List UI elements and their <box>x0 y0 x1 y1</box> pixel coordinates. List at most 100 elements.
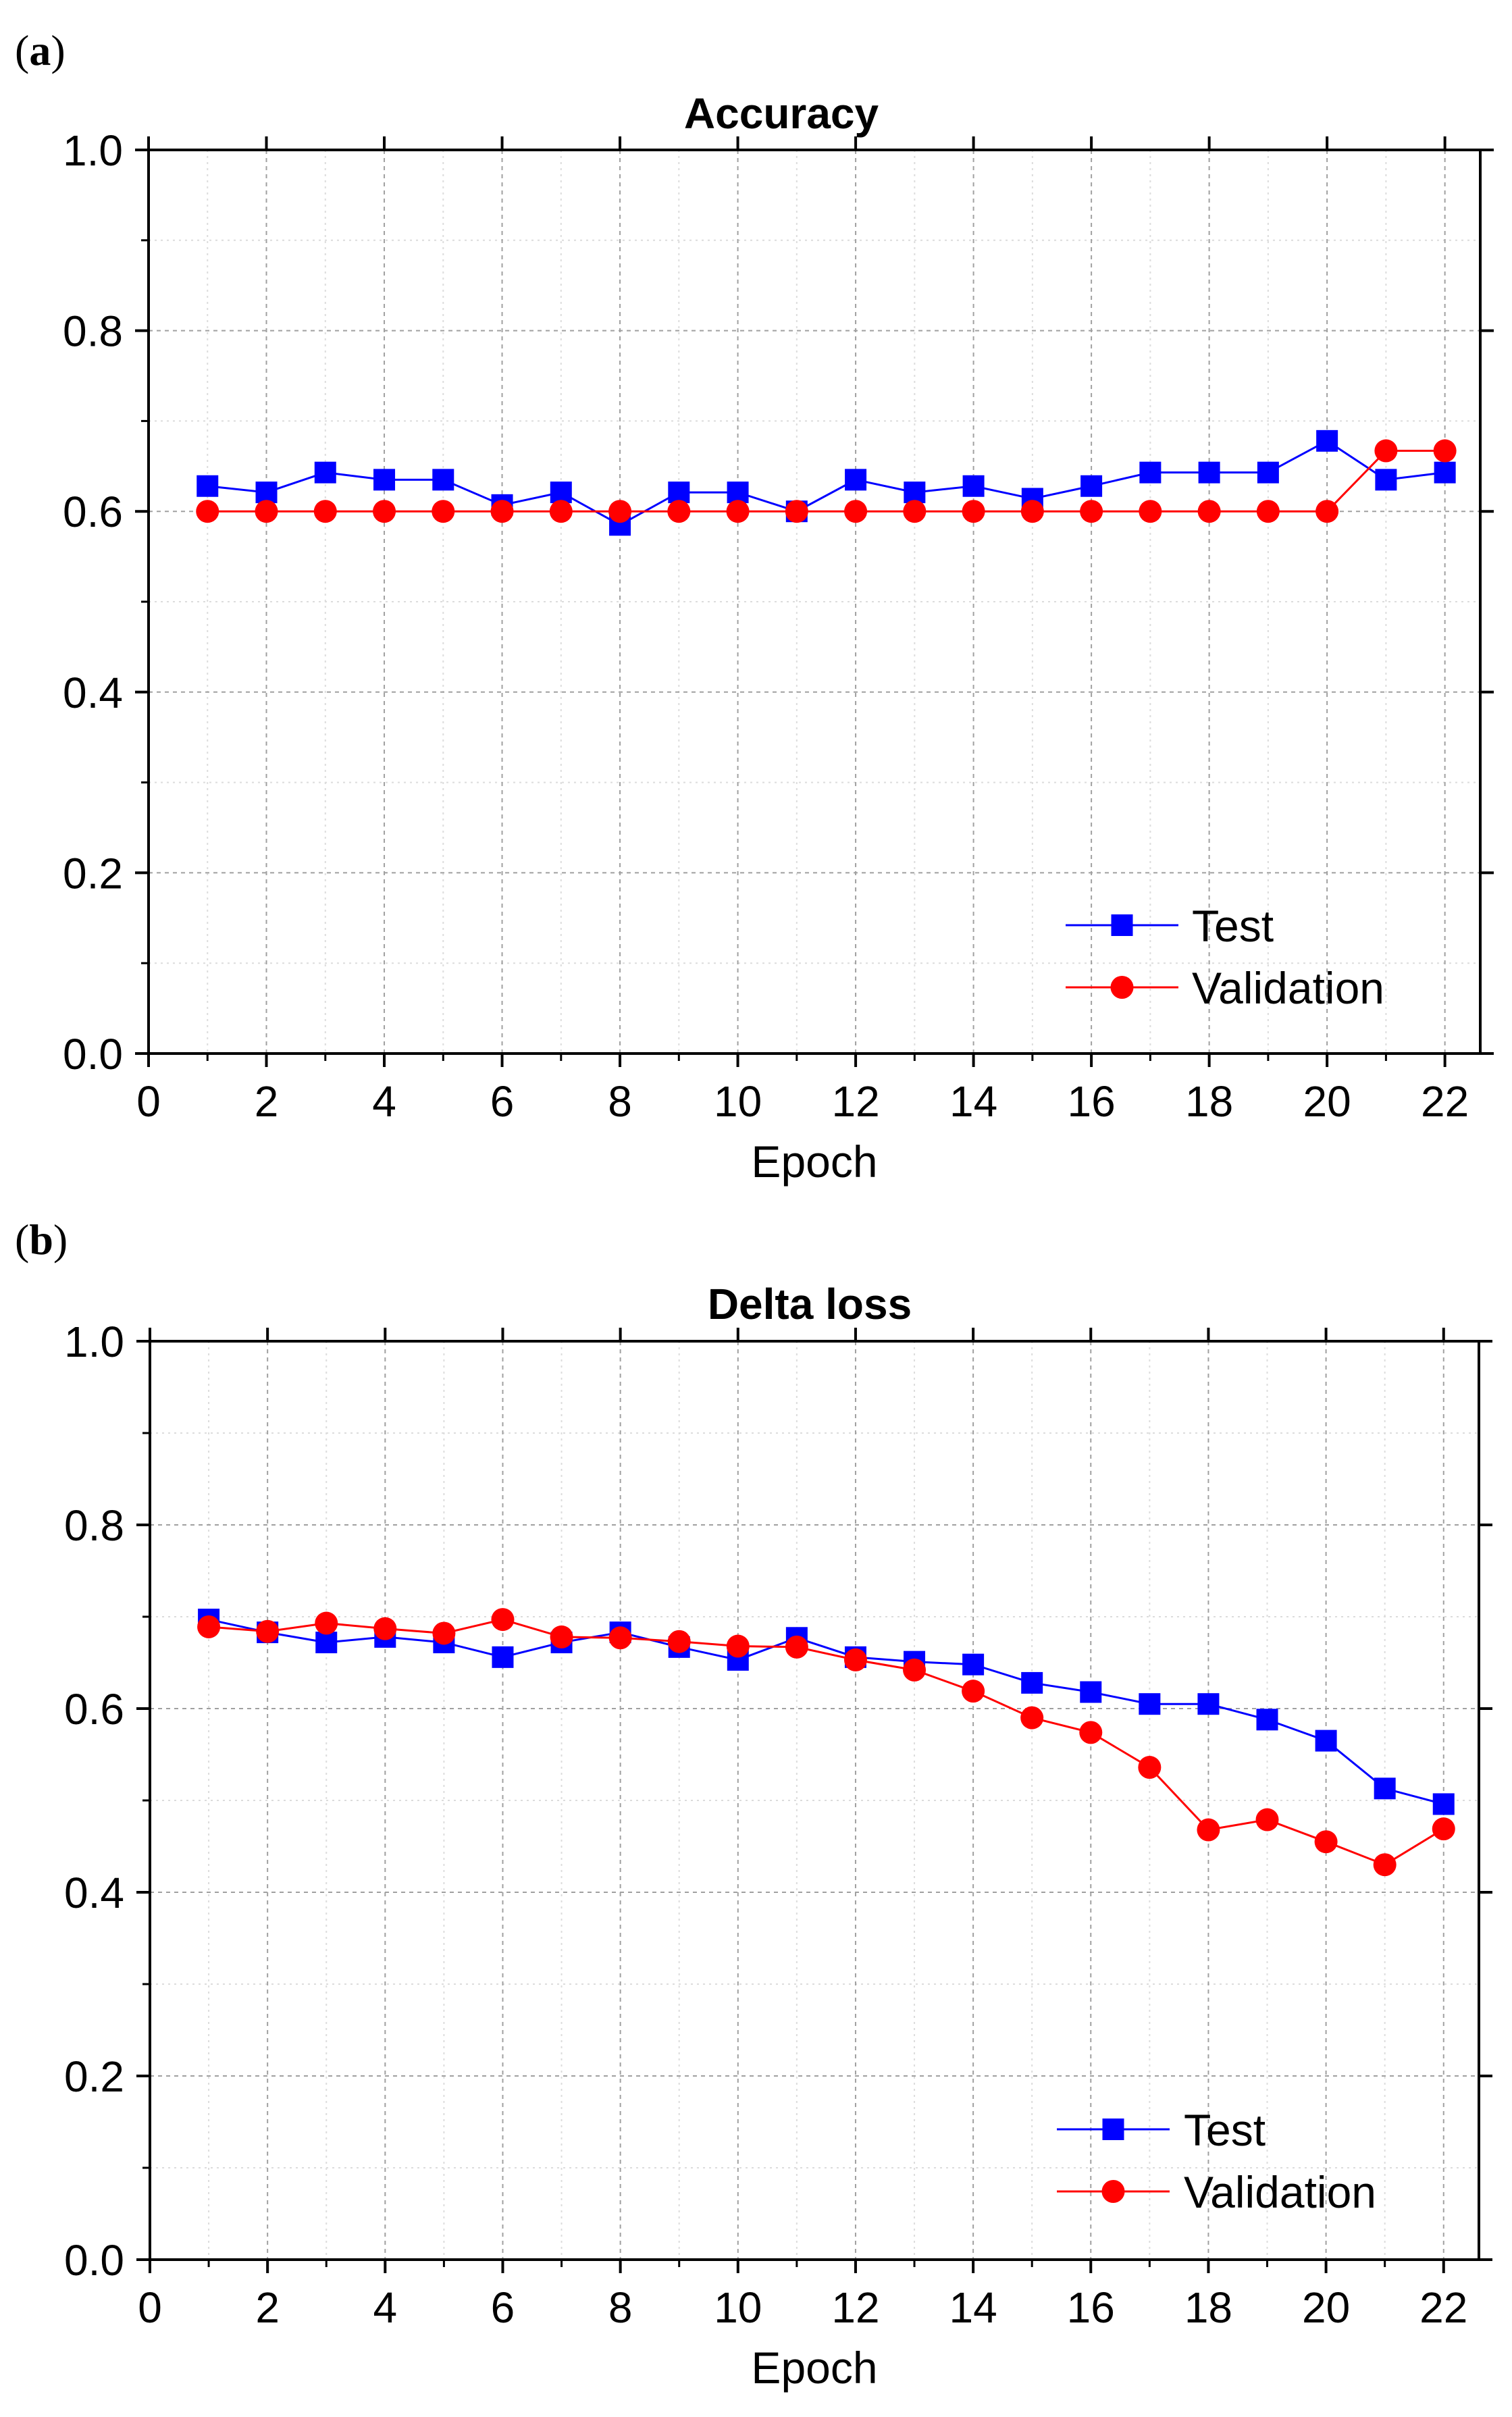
data-point-validation <box>785 500 808 523</box>
legend: Test Validation <box>1066 901 1384 1013</box>
legend-label-validation: Validation <box>1184 2167 1376 2217</box>
data-point-test <box>1375 469 1397 491</box>
data-point-test <box>1374 1777 1396 1800</box>
x-tick-label: 10 <box>714 2283 762 2332</box>
x-tick-label: 6 <box>491 2283 515 2332</box>
data-point-validation <box>1255 1808 1279 1831</box>
series-line-test <box>208 1618 1444 1805</box>
y-tick-label: 0.6 <box>63 488 123 536</box>
x-tick-label: 0 <box>136 1077 161 1126</box>
data-point-validation <box>549 500 573 523</box>
x-tick-label: 2 <box>255 1077 279 1126</box>
x-tick-label: 6 <box>490 1077 515 1126</box>
data-point-validation <box>1373 1853 1397 1877</box>
delta-loss-plot: 0 2 4 6 8 10 12 14 16 18 20 22 0.0 0.2 0.4 0.6 0.8 1.0 Epo… <box>64 1318 1492 2393</box>
data-point-test <box>1198 461 1220 484</box>
data-point-validation <box>962 1680 985 1703</box>
x-tick-label: 4 <box>373 2283 398 2332</box>
x-tick-label: 20 <box>1303 1077 1351 1126</box>
data-point-test <box>1080 475 1103 497</box>
data-point-validation <box>608 1626 632 1650</box>
data-point-validation <box>608 500 632 523</box>
y-tick-label: 0.2 <box>63 849 123 898</box>
data-point-test <box>962 1653 985 1675</box>
x-tick-label: 12 <box>831 2283 879 2332</box>
data-point-test <box>373 469 396 491</box>
x-tick-label: 8 <box>608 2283 633 2332</box>
data-point-validation <box>491 1608 515 1632</box>
y-tick-label: 0.8 <box>63 307 123 356</box>
y-tick-label: 0.4 <box>63 669 123 717</box>
data-point-validation <box>667 500 691 523</box>
data-point-test <box>904 482 926 504</box>
data-point-test <box>432 469 454 491</box>
data-point-test <box>1315 1730 1337 1752</box>
data-point-test <box>1197 1693 1220 1715</box>
y-tick-label: 1.0 <box>63 126 123 175</box>
x-tick-label: 14 <box>949 1077 997 1126</box>
data-point-validation <box>373 1617 397 1640</box>
data-point-validation <box>256 1619 280 1643</box>
y-tick-label: 0.0 <box>63 1030 123 1078</box>
x-tick-label: 20 <box>1302 2283 1350 2332</box>
data-point-validation <box>903 1658 927 1682</box>
data-point-validation <box>1315 500 1339 523</box>
data-point-test <box>962 475 985 497</box>
legend-label-test: Test <box>1184 2105 1266 2155</box>
data-point-validation <box>1079 1721 1103 1744</box>
data-point-test <box>1080 1681 1102 1703</box>
data-point-validation <box>1314 1830 1338 1854</box>
x-tick-label: 10 <box>714 1077 762 1126</box>
data-point-validation <box>432 1621 456 1645</box>
legend: Test Validation <box>1057 2105 1376 2217</box>
y-tick-label: 0.8 <box>64 1501 124 1550</box>
series-line-test <box>207 440 1445 526</box>
data-point-validation <box>1020 500 1044 523</box>
x-tick-label: 22 <box>1421 1077 1469 1126</box>
data-point-test <box>668 482 690 504</box>
x-axis-label: Epoch <box>751 2343 877 2393</box>
data-point-test <box>1257 461 1279 484</box>
legend-marker-validation <box>1110 976 1134 999</box>
legend-marker-test <box>1111 914 1133 936</box>
data-point-validation <box>1080 500 1103 523</box>
legend-label-test: Test <box>1192 901 1274 951</box>
data-point-validation <box>1139 500 1162 523</box>
data-point-validation <box>844 500 868 523</box>
legend-marker-validation <box>1101 2180 1125 2203</box>
data-point-validation <box>667 1630 691 1653</box>
data-point-validation <box>490 500 514 523</box>
data-point-test <box>1316 430 1338 452</box>
legend-marker-test <box>1102 2119 1124 2140</box>
x-tick-label: 0 <box>138 2283 162 2332</box>
data-point-validation <box>1197 1818 1220 1842</box>
accuracy-plot: 0 2 4 6 8 10 12 14 16 18 20 22 0.0 0.2 0.4 0.6 0.8 1.0 Epo… <box>63 126 1494 1187</box>
data-point-validation <box>1433 439 1457 463</box>
data-point-validation <box>903 500 927 523</box>
data-point-test <box>314 461 336 484</box>
y-tick-label: 0.2 <box>64 2052 124 2101</box>
x-tick-label: 4 <box>372 1077 396 1126</box>
x-tick-label: 14 <box>949 2283 997 2332</box>
data-point-validation <box>843 1648 867 1671</box>
y-tick-label: 0.6 <box>64 1685 124 1734</box>
y-tick-label: 0.0 <box>64 2236 124 2285</box>
data-point-validation <box>1256 500 1280 523</box>
y-tick-label: 1.0 <box>64 1318 124 1366</box>
chart-title: Accuracy <box>684 89 879 138</box>
data-point-test <box>1256 1709 1278 1731</box>
x-tick-label: 22 <box>1419 2283 1467 2332</box>
x-axis-label: Epoch <box>751 1137 877 1187</box>
data-point-test <box>1139 1693 1161 1715</box>
data-point-validation <box>197 1615 221 1638</box>
panel-label-letter: a <box>29 26 51 74</box>
data-point-validation <box>1374 439 1398 463</box>
data-point-test <box>1432 1793 1455 1815</box>
data-point-test <box>315 1632 338 1654</box>
data-point-validation <box>1020 1706 1044 1730</box>
data-point-validation <box>785 1635 808 1659</box>
x-tick-label: 18 <box>1184 2283 1232 2332</box>
data-point-validation <box>196 500 219 523</box>
data-point-validation <box>373 500 396 523</box>
